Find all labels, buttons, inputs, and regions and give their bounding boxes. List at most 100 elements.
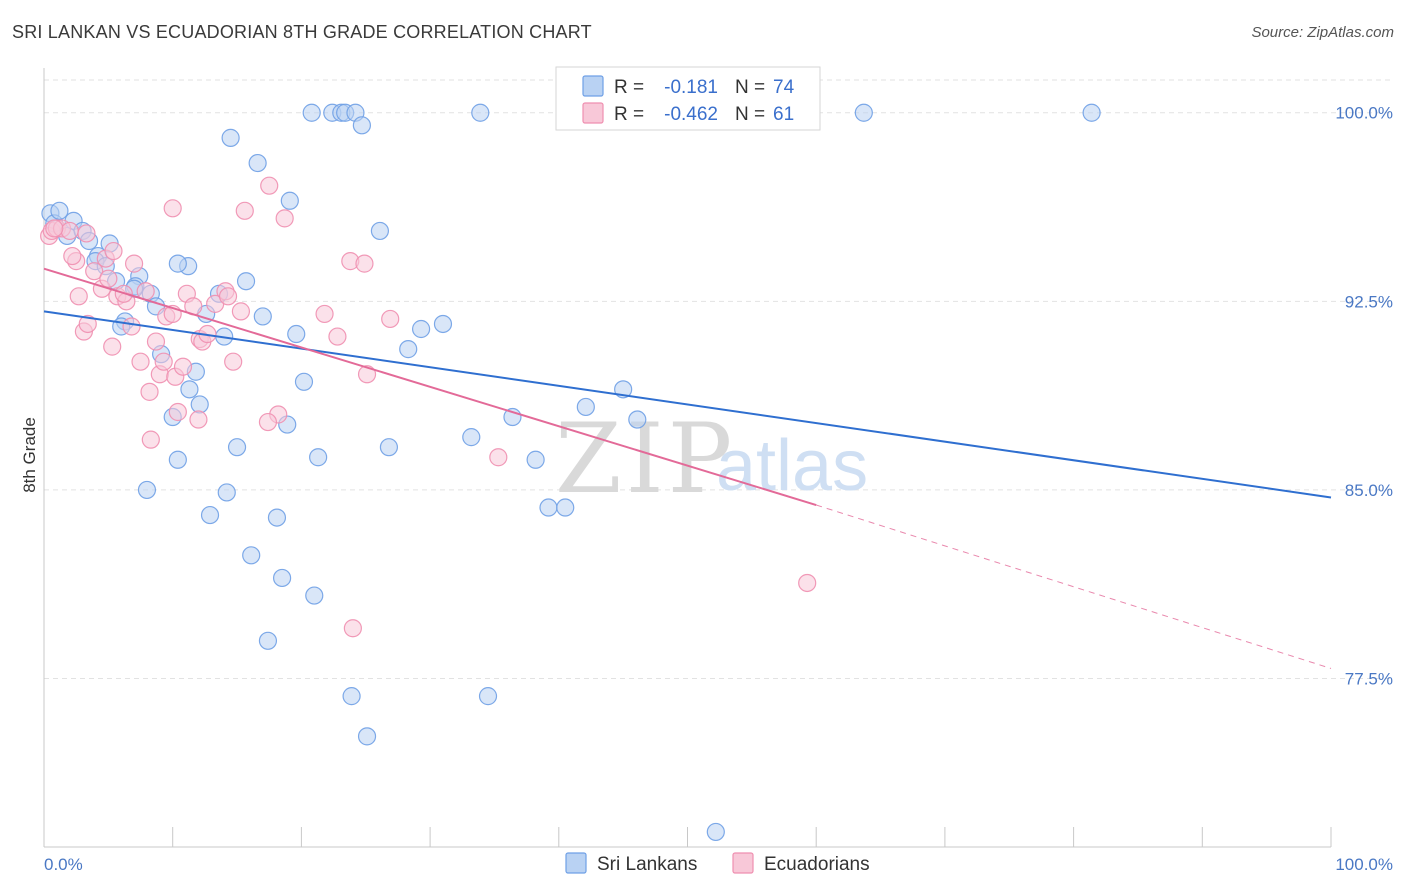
point-ecuadorians — [355, 254, 374, 273]
legend-swatch-ecuadorians — [582, 102, 604, 124]
point-ecuadorians — [163, 199, 182, 218]
point-ecuadorians — [224, 352, 243, 371]
x-tick-labels: 0.0% 100.0% — [44, 855, 1393, 874]
point-sri-lankans — [556, 498, 575, 517]
point-sri-lankans — [294, 372, 314, 391]
point-sri-lankans — [180, 380, 199, 399]
series-legend: Sri Lankans Ecuadorians — [565, 852, 870, 875]
stats-legend: R = -0.181 N = 74 R = -0.462 N = 61 — [555, 66, 821, 131]
point-sri-lankans — [478, 687, 498, 706]
y-tick-label: 100.0% — [1335, 104, 1393, 123]
point-sri-lankans — [217, 483, 236, 502]
y-tick-labels: 77.5% 85.0% 92.5% 100.0% — [1335, 104, 1393, 689]
point-ecuadorians — [218, 287, 238, 306]
point-sri-lankans — [287, 324, 306, 344]
point-ecuadorians — [260, 176, 279, 195]
point-sri-lankans — [433, 314, 453, 334]
legend-r-label: R = — [614, 77, 644, 98]
series-legend-label-ecuadorians: Ecuadorians — [764, 854, 870, 875]
x-tick-label: 100.0% — [1335, 855, 1393, 874]
point-ecuadorians — [343, 619, 362, 638]
point-ecuadorians — [99, 269, 118, 288]
point-ecuadorians — [189, 410, 208, 429]
point-ecuadorians — [122, 317, 141, 336]
point-sri-lankans — [379, 438, 399, 457]
point-sri-lankans — [253, 307, 272, 326]
point-ecuadorians — [60, 221, 79, 241]
point-ecuadorians — [77, 224, 96, 243]
point-ecuadorians — [315, 304, 334, 324]
point-ecuadorians — [104, 241, 123, 261]
trend-lines — [43, 267, 1332, 669]
point-sri-lankans — [471, 103, 490, 122]
legend-r-value-ecuadorians: -0.462 — [664, 104, 718, 125]
point-sri-lankans — [258, 631, 278, 650]
point-sri-lankans — [221, 128, 240, 147]
point-sri-lankans — [227, 438, 247, 457]
point-sri-lankans — [526, 450, 545, 469]
point-ecuadorians — [69, 287, 88, 306]
y-tick-label: 77.5% — [1345, 670, 1393, 689]
point-ecuadorians — [173, 357, 193, 376]
point-sri-lankans — [706, 822, 725, 842]
legend-n-label: N = — [735, 77, 765, 98]
x-tick-label: 0.0% — [44, 855, 83, 874]
point-sri-lankans — [236, 272, 256, 291]
series-legend-label-sri-lankans: Sri Lankans — [597, 854, 697, 875]
point-sri-lankans — [50, 201, 69, 220]
point-ecuadorians — [146, 332, 166, 351]
point-sri-lankans — [854, 103, 873, 122]
point-sri-lankans — [248, 153, 267, 173]
point-sri-lankans — [242, 546, 261, 565]
legend-n-label: N = — [735, 104, 765, 125]
point-ecuadorians — [141, 430, 160, 449]
point-ecuadorians — [131, 352, 150, 371]
legend-n-value-sri-lankans: 74 — [773, 77, 795, 98]
point-ecuadorians — [231, 302, 251, 321]
point-sri-lankans — [272, 568, 292, 588]
point-sri-lankans — [305, 586, 324, 605]
point-sri-lankans — [352, 116, 371, 135]
point-sri-lankans — [411, 319, 431, 339]
point-ecuadorians — [103, 337, 122, 356]
point-sri-lankans — [168, 450, 187, 469]
legend-r-label: R = — [614, 104, 644, 125]
point-ecuadorians — [45, 219, 64, 238]
legend-swatch-sri-lankans — [582, 75, 604, 97]
point-sri-lankans — [190, 395, 209, 414]
legend-n-value-ecuadorians: 61 — [773, 104, 794, 125]
point-ecuadorians — [140, 382, 159, 401]
axes — [43, 68, 1332, 848]
point-sri-lankans — [168, 254, 187, 273]
point-ecuadorians — [357, 365, 377, 384]
trend-line-ecuadorians-extrapolated — [816, 504, 1332, 669]
point-sri-lankans — [1082, 103, 1101, 122]
watermark: ZIP atlas — [555, 403, 868, 515]
point-ecuadorians — [258, 412, 278, 432]
point-sri-lankans — [628, 410, 647, 429]
watermark-atlas: atlas — [716, 426, 868, 506]
point-sri-lankans — [462, 428, 481, 447]
point-sri-lankans — [399, 340, 418, 359]
series-legend-swatch-ecuadorians — [732, 852, 754, 874]
point-sri-lankans — [137, 480, 157, 500]
point-sri-lankans — [576, 397, 595, 417]
point-sri-lankans — [357, 727, 377, 746]
source-label: Source: ZipAtlas.com — [1251, 24, 1394, 41]
point-sri-lankans — [539, 498, 558, 517]
trend-line-sri-lankans — [43, 310, 1332, 499]
point-sri-lankans — [200, 505, 220, 525]
y-axis-label: 8th Grade — [20, 417, 39, 493]
point-sri-lankans — [267, 508, 287, 527]
point-sri-lankans — [302, 103, 321, 122]
point-ecuadorians — [489, 448, 508, 467]
point-ecuadorians — [328, 327, 347, 346]
y-tick-label: 85.0% — [1345, 481, 1393, 500]
point-ecuadorians — [381, 309, 400, 329]
point-ecuadorians — [235, 201, 254, 220]
point-sri-lankans — [309, 448, 328, 467]
series-legend-swatch-sri-lankans — [565, 852, 587, 874]
point-sri-lankans — [280, 191, 299, 210]
point-ecuadorians — [154, 352, 173, 371]
